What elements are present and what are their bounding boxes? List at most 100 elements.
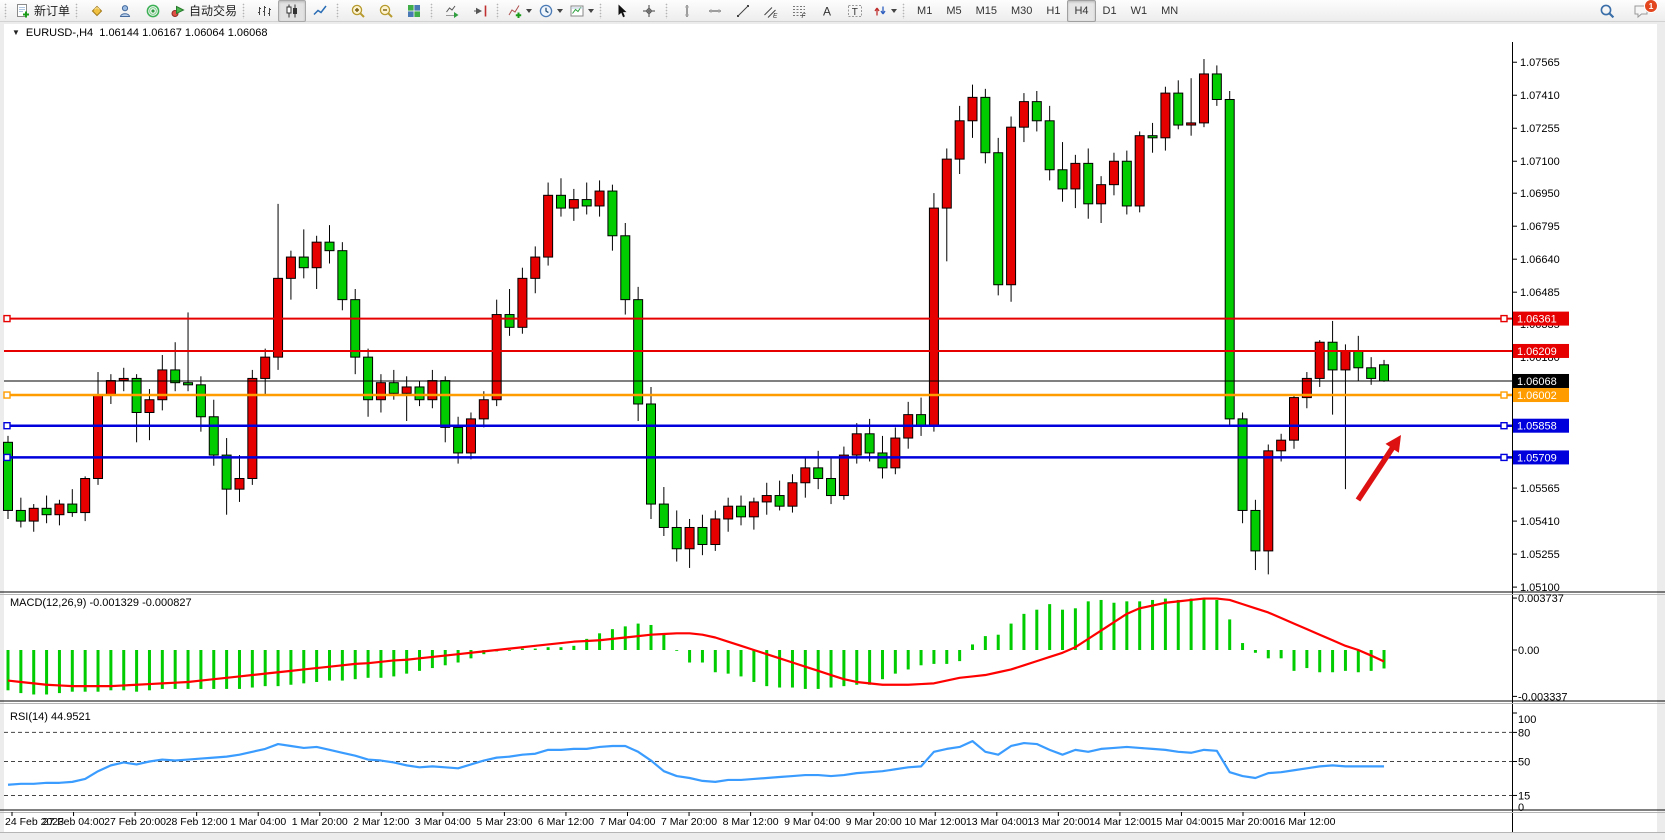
hline-icon xyxy=(707,3,723,19)
timeframe-w1-button[interactable]: W1 xyxy=(1130,4,1148,17)
zoom-out-button[interactable] xyxy=(372,0,400,22)
time-axis-label: 15 Mar 20:00 xyxy=(1212,816,1274,828)
data-window-button[interactable] xyxy=(111,0,139,22)
rsi-indicator-label: RSI(14) 44.9521 xyxy=(10,711,91,723)
toolbar-group-grip xyxy=(496,2,502,19)
time-axis-label: 2 Mar 12:00 xyxy=(353,816,409,828)
text-label-button[interactable]: T xyxy=(841,0,869,22)
line-chart-button[interactable] xyxy=(306,0,334,22)
autotrading-button-label: 自动交易 xyxy=(189,4,238,18)
toolbar-group-grip xyxy=(75,2,81,19)
svg-text:A: A xyxy=(823,4,831,18)
time-axis-label: 7 Mar 04:00 xyxy=(599,816,655,828)
text-button[interactable]: A xyxy=(813,0,841,22)
candlestick-chart-button[interactable] xyxy=(278,0,307,22)
market-watch-button[interactable] xyxy=(83,0,111,22)
price-axis-tick: 1.06485 xyxy=(1520,287,1560,299)
zoom-in-button[interactable] xyxy=(344,0,372,22)
price-tag: 1.05858 xyxy=(1517,421,1557,433)
signals-button[interactable] xyxy=(139,0,167,22)
timeframe-d1-button[interactable]: D1 xyxy=(1102,4,1117,17)
rsi-axis-tick: 15 xyxy=(1518,790,1530,802)
time-axis-label: 16 Mar 12:00 xyxy=(1274,816,1336,828)
time-axis-label: 9 Mar 20:00 xyxy=(846,816,902,828)
time-axis-label: 8 Mar 12:00 xyxy=(723,816,779,828)
vline-icon xyxy=(679,3,695,19)
chevron-down-icon[interactable] xyxy=(588,8,595,13)
timeframe-m1-button[interactable]: M1 xyxy=(917,4,933,17)
price-axis-tick: 1.05100 xyxy=(1520,582,1560,594)
time-axis-label: 28 Feb 12:00 xyxy=(166,816,228,828)
timeframe-m5-button[interactable]: M5 xyxy=(946,4,962,17)
toolbar-group-grip xyxy=(336,2,342,19)
timeframe-h4-button[interactable]: H4 xyxy=(1067,0,1096,22)
cursor-button[interactable] xyxy=(607,0,635,22)
svg-text:F: F xyxy=(802,13,807,19)
profile-icon xyxy=(117,3,133,19)
rsi-axis-tick: 80 xyxy=(1518,727,1530,739)
price-tag: 1.06002 xyxy=(1517,390,1557,402)
time-axis-label: 14 Mar 12:00 xyxy=(1089,816,1151,828)
chart-title: EURUSD-,H4 1.06144 1.06167 1.06064 1.060… xyxy=(25,26,268,39)
templates-button[interactable] xyxy=(566,0,597,22)
auto-scroll-icon xyxy=(444,3,460,19)
rsi-axis-tick: 100 xyxy=(1518,714,1536,726)
chevron-down-icon[interactable] xyxy=(526,8,533,13)
time-axis-label: 1 Mar 04:00 xyxy=(230,816,286,828)
candles xyxy=(3,59,1390,575)
macd-axis-tick: 0.003737 xyxy=(1518,593,1564,605)
chart-title-bar: ▼ EURUSD-,H4 1.06144 1.06167 1.06064 1.0… xyxy=(4,24,1657,41)
trendline-button[interactable] xyxy=(729,0,757,22)
new-order-button[interactable]: 新订单 xyxy=(12,0,73,22)
toolbar-group-grip xyxy=(430,2,436,19)
price-axis-tick: 1.07410 xyxy=(1520,90,1560,102)
time-axis-label: 13 Mar 20:00 xyxy=(1027,816,1089,828)
crosshair-icon xyxy=(641,3,657,19)
ohlc-bars-icon xyxy=(256,3,272,19)
notifications-button[interactable]: 1 xyxy=(1627,0,1658,22)
horizontal-line-button[interactable] xyxy=(701,0,729,22)
gold-diamond-icon xyxy=(89,3,105,19)
time-axis-label: 27 Feb 04:00 xyxy=(43,816,105,828)
periods-button[interactable] xyxy=(535,0,566,22)
svg-text:T: T xyxy=(852,7,858,18)
price-tag: 1.05709 xyxy=(1517,452,1557,464)
price-axis-tick: 1.06950 xyxy=(1520,188,1560,200)
timeframe-mn-button[interactable]: MN xyxy=(1161,4,1179,17)
timeframe-m15-button[interactable]: M15 xyxy=(975,4,997,17)
chart-shift-button[interactable] xyxy=(466,0,494,22)
time-axis-label: 15 Mar 04:00 xyxy=(1151,816,1213,828)
line-chart-icon xyxy=(312,3,328,19)
autotrading-button[interactable]: 自动交易 xyxy=(167,0,240,22)
rsi-axis-tick: 0 xyxy=(1518,802,1524,814)
bar-chart-button[interactable] xyxy=(250,0,278,22)
toolbar-group-grip xyxy=(665,2,671,19)
price-axis-tick: 1.06795 xyxy=(1520,221,1560,233)
time-axis-label: 27 Feb 20:00 xyxy=(104,816,166,828)
chevron-down-icon[interactable] xyxy=(557,8,564,13)
toolbar-group-grip xyxy=(242,2,248,19)
price-axis-tick: 1.07565 xyxy=(1520,57,1560,69)
crosshair-button[interactable] xyxy=(635,0,663,22)
chevron-down-icon[interactable] xyxy=(891,8,898,13)
auto-scroll-button[interactable] xyxy=(438,0,466,22)
timeframe-h1-button[interactable]: H1 xyxy=(1046,4,1061,17)
arrows-button[interactable] xyxy=(869,0,900,22)
collapse-chart-icon[interactable]: ▼ xyxy=(12,28,20,37)
toolbar-group-grip xyxy=(4,2,9,19)
channel-icon: E xyxy=(763,3,779,19)
chart-shift-icon xyxy=(472,3,488,19)
vertical-line-button[interactable] xyxy=(673,0,701,22)
tile-windows-button[interactable] xyxy=(400,0,428,22)
equidistant-channel-button[interactable]: E xyxy=(757,0,785,22)
fibonacci-button[interactable]: F xyxy=(785,0,813,22)
indicators-button[interactable] xyxy=(504,0,535,22)
price-tag: 1.06361 xyxy=(1517,314,1557,326)
macd-axis-tick: -0.003337 xyxy=(1518,691,1568,703)
zoom-in-icon xyxy=(350,3,366,19)
search-button[interactable] xyxy=(1593,0,1621,22)
timeframe-m30-button[interactable]: M30 xyxy=(1011,4,1033,17)
macd-indicator-label: MACD(12,26,9) -0.001329 -0.000827 xyxy=(10,597,192,609)
text-label-icon: T xyxy=(847,3,863,19)
